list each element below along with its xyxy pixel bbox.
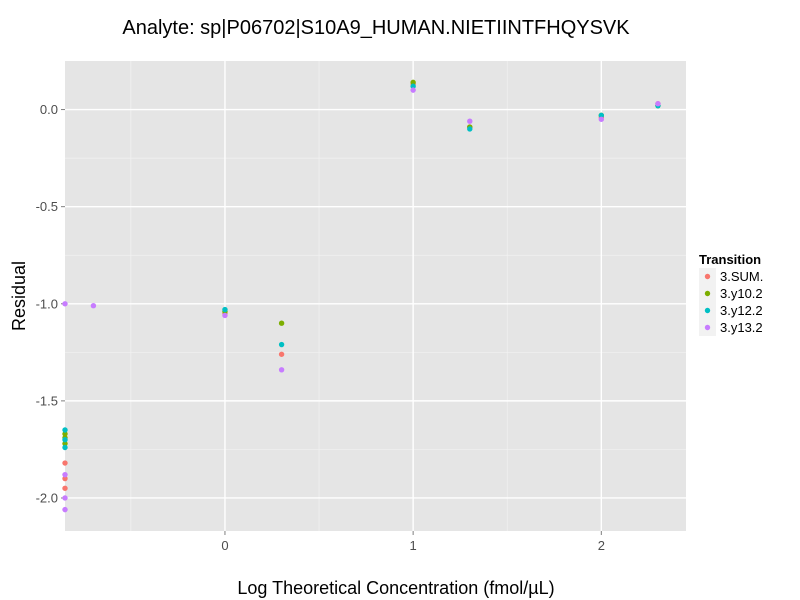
data-point bbox=[62, 475, 68, 482]
x-tick-label: 1 bbox=[410, 538, 417, 553]
x-axis-ticks: 0 1 2 bbox=[221, 531, 605, 553]
data-point bbox=[62, 485, 68, 491]
y-tick-label: 0.0 bbox=[40, 102, 58, 117]
plot-panel bbox=[65, 61, 686, 531]
data-point bbox=[598, 112, 605, 119]
data-point bbox=[278, 367, 285, 373]
data-point bbox=[222, 306, 228, 313]
x-axis-title: Log Theoretical Concentration (fmol/µL) bbox=[237, 578, 554, 598]
legend: Transition 3.SUM. 3.y10.2 3.y12.2 3.y13.2 bbox=[699, 252, 763, 336]
data-point bbox=[278, 320, 285, 326]
chart-title: Analyte: sp|P06702|S10A9_HUMAN.NIETIINTF… bbox=[122, 17, 630, 39]
data-point bbox=[410, 79, 416, 86]
data-point bbox=[410, 87, 416, 93]
x-tick-label: 0 bbox=[221, 538, 228, 553]
legend-label: 3.y12.2 bbox=[720, 303, 763, 318]
data-point bbox=[62, 427, 68, 433]
data-point bbox=[62, 471, 68, 478]
minor-grid bbox=[65, 61, 686, 531]
data-point bbox=[222, 312, 228, 319]
y-tick-label: -2.0 bbox=[36, 490, 58, 505]
data-point bbox=[62, 444, 68, 451]
data-point bbox=[62, 506, 68, 513]
x-tick-label: 2 bbox=[598, 538, 605, 553]
y-axis-ticks: 0.0 -0.5 -1.0 -1.5 -2.0 bbox=[36, 102, 65, 505]
data-point bbox=[655, 101, 661, 107]
data-point bbox=[467, 118, 473, 124]
y-tick-label: -1.5 bbox=[36, 393, 58, 408]
data-points bbox=[62, 79, 661, 513]
legend-key-dot bbox=[704, 273, 711, 280]
data-point bbox=[62, 301, 68, 307]
y-axis-title: Residual bbox=[9, 261, 29, 331]
data-point bbox=[62, 431, 68, 437]
data-point bbox=[62, 495, 68, 501]
data-point bbox=[467, 126, 473, 132]
legend-items: 3.SUM. 3.y10.2 3.y12.2 3.y13.2 bbox=[699, 268, 763, 336]
legend-label: 3.SUM. bbox=[720, 269, 763, 284]
legend-label: 3.y13.2 bbox=[720, 320, 763, 335]
data-point bbox=[410, 83, 416, 89]
legend-label: 3.y10.2 bbox=[720, 286, 763, 301]
legend-key-dot bbox=[704, 290, 711, 297]
data-point bbox=[278, 351, 285, 357]
y-tick-label: -0.5 bbox=[36, 199, 58, 214]
legend-key-dot bbox=[704, 307, 711, 314]
data-point bbox=[90, 303, 97, 309]
data-point bbox=[62, 437, 68, 443]
data-point bbox=[278, 341, 285, 348]
legend-key-dot bbox=[704, 324, 711, 331]
legend-title: Transition bbox=[699, 252, 761, 267]
data-point bbox=[598, 116, 605, 122]
data-point bbox=[62, 460, 68, 466]
data-point bbox=[62, 440, 68, 447]
major-grid bbox=[65, 61, 686, 531]
y-tick-label: -1.0 bbox=[36, 296, 58, 311]
